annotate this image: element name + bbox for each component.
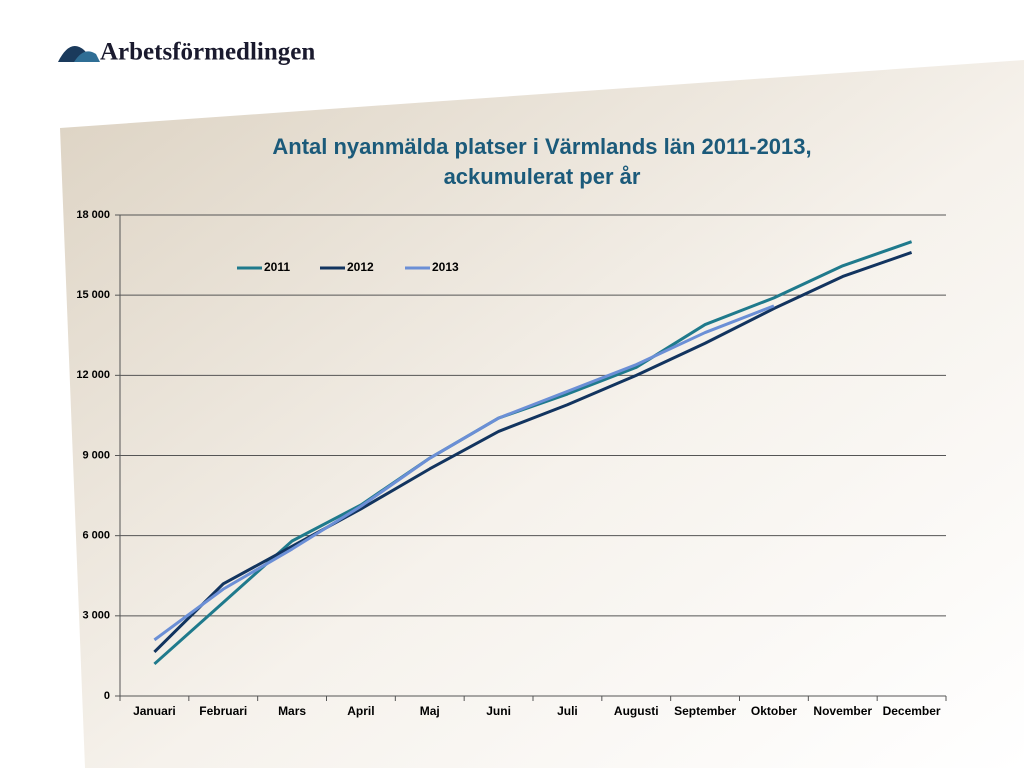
legend-label: 2012 — [347, 260, 374, 274]
y-tick-label: 12 000 — [76, 369, 110, 381]
x-tick-label: Augusti — [614, 704, 659, 718]
x-tick-label: Maj — [420, 704, 440, 718]
x-tick-label: Oktober — [751, 704, 797, 718]
y-tick-label: 18 000 — [76, 209, 110, 221]
series-line — [153, 250, 913, 653]
logo-text: Arbetsförmedlingen — [100, 39, 315, 66]
chart-title: Antal nyanmälda platser i Värmlands län … — [272, 134, 811, 159]
legend-label: 2013 — [432, 260, 459, 274]
x-tick-label: Februari — [199, 704, 247, 718]
y-tick-label: 0 — [104, 690, 110, 702]
x-tick-label: April — [347, 704, 374, 718]
x-tick-label: Juni — [486, 704, 511, 718]
y-tick-label: 9 000 — [82, 449, 110, 461]
x-tick-label: November — [813, 704, 872, 718]
y-tick-label: 6 000 — [82, 530, 110, 542]
y-tick-label: 15 000 — [76, 289, 110, 301]
y-tick-label: 3 000 — [82, 610, 110, 622]
x-tick-label: Juli — [557, 704, 578, 718]
x-tick-label: Mars — [278, 704, 306, 718]
x-tick-label: Januari — [133, 704, 176, 718]
legend-label: 2011 — [264, 260, 290, 274]
x-tick-label: December — [883, 704, 941, 718]
x-tick-label: September — [674, 704, 736, 718]
series-line — [153, 304, 775, 642]
logo-mark — [58, 46, 100, 62]
chart-title: ackumulerat per år — [444, 164, 641, 189]
